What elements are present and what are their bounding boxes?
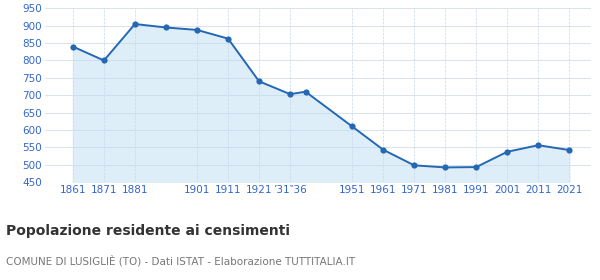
Point bbox=[409, 163, 419, 167]
Point bbox=[379, 148, 388, 152]
Point bbox=[533, 143, 543, 148]
Point bbox=[223, 36, 233, 41]
Point bbox=[99, 58, 109, 63]
Point bbox=[347, 124, 357, 129]
Point bbox=[565, 148, 574, 152]
Point bbox=[301, 90, 310, 94]
Text: COMUNE DI LUSIGLIÈ (TO) - Dati ISTAT - Elaborazione TUTTITALIA.IT: COMUNE DI LUSIGLIÈ (TO) - Dati ISTAT - E… bbox=[6, 255, 355, 266]
Point bbox=[472, 165, 481, 169]
Point bbox=[254, 79, 264, 83]
Point bbox=[161, 25, 171, 30]
Point bbox=[130, 22, 140, 26]
Point bbox=[68, 44, 78, 49]
Point bbox=[285, 92, 295, 96]
Text: Popolazione residente ai censimenti: Popolazione residente ai censimenti bbox=[6, 224, 290, 238]
Point bbox=[192, 28, 202, 32]
Point bbox=[440, 165, 450, 170]
Point bbox=[502, 150, 512, 154]
